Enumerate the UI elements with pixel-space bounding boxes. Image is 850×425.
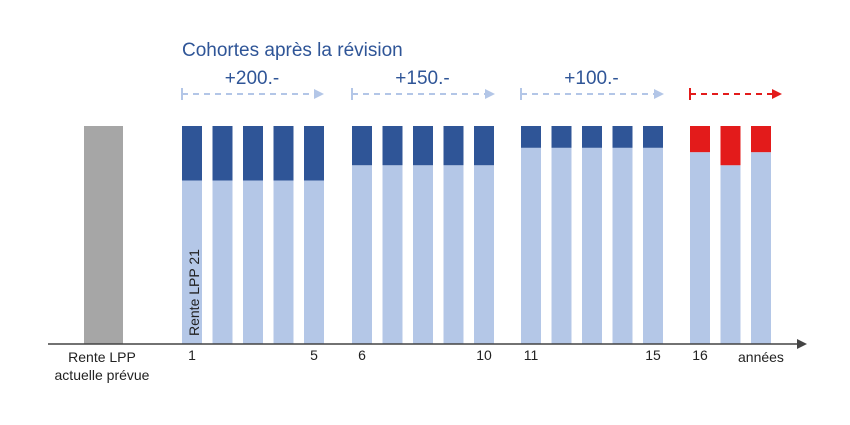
bar-lpp21-5 bbox=[304, 180, 324, 344]
bar-supplement-3 bbox=[243, 126, 263, 181]
bar-lpp21-14 bbox=[612, 147, 633, 344]
tick-label-5: 5 bbox=[310, 347, 318, 363]
bar-supplement-13 bbox=[582, 126, 602, 148]
bar-baseline bbox=[84, 126, 123, 344]
tick-label-15: 15 bbox=[645, 347, 661, 363]
tick-label-1: 1 bbox=[188, 347, 196, 363]
bar-supplement-2 bbox=[212, 126, 233, 181]
bar-lpp21-7 bbox=[382, 165, 403, 344]
tick-label-11: 11 bbox=[524, 347, 539, 363]
bars bbox=[84, 126, 771, 344]
tick-labels: 1 5 6 10 11 15 16 bbox=[188, 347, 708, 363]
inner-label: Rente LPP 21 bbox=[186, 249, 202, 336]
bar-supplement-5 bbox=[304, 126, 324, 181]
bar-lpp21-10 bbox=[474, 165, 494, 344]
bar-lpp21-8 bbox=[413, 165, 433, 344]
bar-supplement-10 bbox=[474, 126, 494, 166]
bar-supplement-9 bbox=[443, 126, 464, 166]
bar-supplement-12 bbox=[551, 126, 572, 148]
bar-lpp21-13 bbox=[582, 147, 602, 344]
tick-label-6: 6 bbox=[358, 347, 366, 363]
bar-lpp21-4 bbox=[273, 180, 294, 344]
baseline-label-line2: actuelle prévue bbox=[55, 367, 150, 383]
bar-lpp21-15 bbox=[643, 147, 663, 344]
bar-supplement-11 bbox=[521, 126, 541, 148]
bar-supplement-4 bbox=[273, 126, 294, 181]
tick-label-16: 16 bbox=[692, 347, 708, 363]
bar-supplement-6 bbox=[352, 126, 372, 166]
bar-supplement-15 bbox=[643, 126, 663, 148]
bar-lpp21-17 bbox=[720, 165, 741, 344]
group-label-3: +100.- bbox=[564, 68, 618, 89]
bar-lpp21-6 bbox=[352, 165, 372, 344]
bar-lpp21-16 bbox=[690, 152, 710, 344]
bar-supplement-16 bbox=[690, 126, 710, 153]
x-axis-label: années bbox=[738, 349, 784, 365]
bar-lpp21-18 bbox=[751, 152, 771, 344]
bar-lpp21-1 bbox=[182, 180, 202, 344]
bar-supplement-18 bbox=[751, 126, 771, 153]
bar-supplement-8 bbox=[413, 126, 433, 166]
group-label-1: +200.- bbox=[225, 68, 279, 89]
bar-lpp21-12 bbox=[551, 147, 572, 344]
tick-label-10: 10 bbox=[476, 347, 492, 363]
chart-title: Cohortes après la révision bbox=[182, 40, 403, 61]
bar-lpp21-11 bbox=[521, 147, 541, 344]
bar-lpp21-2 bbox=[212, 180, 233, 344]
bar-supplement-17 bbox=[720, 126, 741, 166]
group-label-2: +150.- bbox=[395, 68, 449, 89]
bar-lpp21-9 bbox=[443, 165, 464, 344]
bar-supplement-14 bbox=[612, 126, 633, 148]
cohort-arrows: +200.- +150.- +100.- bbox=[181, 68, 782, 100]
bar-supplement-1 bbox=[182, 126, 202, 181]
baseline-label-line1: Rente LPP bbox=[68, 349, 136, 365]
bar-supplement-7 bbox=[382, 126, 403, 166]
bar-lpp21-3 bbox=[243, 180, 263, 344]
